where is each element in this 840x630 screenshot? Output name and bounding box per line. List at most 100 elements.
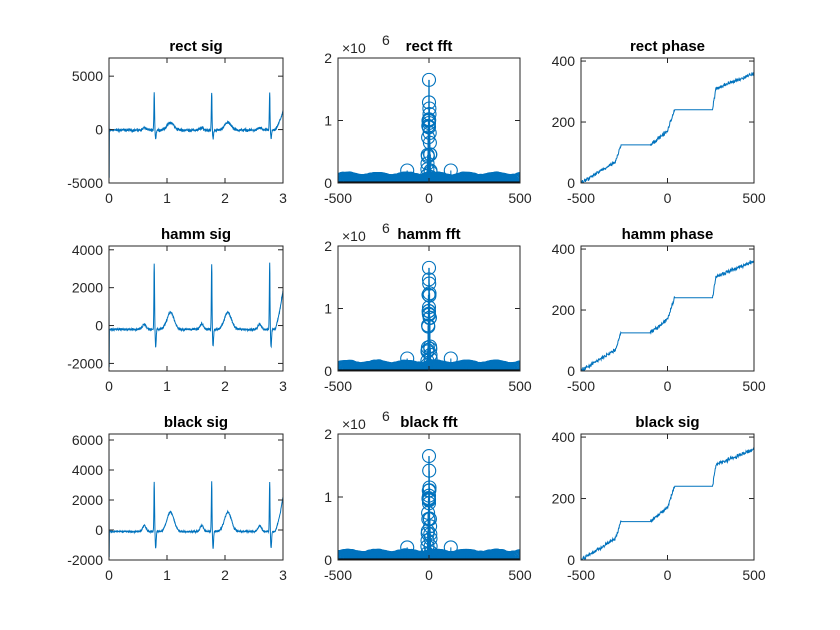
rect-phase-ytick-label: 400 xyxy=(552,53,576,69)
hamm-sig-xtick-label: 3 xyxy=(279,378,287,394)
rect-fft-stem-marker xyxy=(424,173,439,183)
rect-sig-title: rect sig xyxy=(169,38,222,55)
black-phase-plot-area xyxy=(581,447,754,560)
black-phase-xtick-label: 500 xyxy=(742,567,766,583)
black-sig-xtick-label: 2 xyxy=(221,567,229,583)
hamm-fft-xtick-label: 0 xyxy=(425,378,433,394)
black-fft-exponent-power: 6 xyxy=(382,408,390,424)
hamm-sig-xtick-label: 2 xyxy=(221,378,229,394)
hamm-sig-ytick-label: -2000 xyxy=(67,355,103,371)
rect-phase-title: rect phase xyxy=(630,38,705,55)
hamm-fft-xtick-label: 500 xyxy=(508,378,532,394)
hamm-fft-stem-marker xyxy=(511,361,520,371)
rect-fft-stem-marker xyxy=(400,163,415,178)
rect-phase-ytick-label: 200 xyxy=(552,114,576,130)
black-sig-xtick-label: 0 xyxy=(105,567,113,583)
hamm-fft-peak-marker xyxy=(421,260,437,275)
hamm-sig-xtick-label: 1 xyxy=(163,378,171,394)
hamm-fft-stem-marker xyxy=(512,360,520,371)
black-fft-xtick-label: -500 xyxy=(324,567,352,583)
black-fft-stem-marker xyxy=(512,549,520,560)
hamm-fft-ytick-label: 2 xyxy=(324,238,332,254)
black-phase-xtick-label: -500 xyxy=(567,567,595,583)
hamm-fft-stem-marker xyxy=(421,307,437,322)
rect-fft-exponent-label: ×10 xyxy=(342,40,366,56)
black-fft-exponent-label: ×10 xyxy=(342,416,366,432)
rect-fft-ytick-label: 0 xyxy=(324,175,332,191)
hamm-fft-xtick-label: -500 xyxy=(324,378,352,394)
rect-phase-xtick-label: 500 xyxy=(742,190,766,206)
rect-sig-ytick-label: 0 xyxy=(95,122,103,138)
hamm-fft-stem-marker xyxy=(400,351,415,366)
black-phase-ytick-label: 200 xyxy=(552,491,576,507)
hamm-fft-exponent-power: 6 xyxy=(382,220,390,236)
black-fft-ytick-label: 0 xyxy=(324,552,332,568)
hamm-sig-axes-box xyxy=(108,245,284,372)
black-fft-stem-marker xyxy=(423,531,438,546)
black-sig-ytick-label: 4000 xyxy=(72,462,103,478)
rect-fft-stems xyxy=(338,72,520,183)
hamm-fft-stem-marker xyxy=(443,351,458,366)
black-fft-stem-marker xyxy=(423,519,438,534)
black-sig-ytick-label: 6000 xyxy=(72,432,103,448)
hamm-fft-plot-area xyxy=(338,260,520,371)
black-fft-stem-marker xyxy=(443,540,458,555)
black-fft-ytick-label: 1 xyxy=(324,489,332,505)
rect-sig-plot-area xyxy=(109,63,283,178)
rect-sig-xtick-label: 3 xyxy=(279,190,287,206)
rect-sig-ytick-label: -5000 xyxy=(67,175,103,191)
black-sig-axes-box xyxy=(108,433,284,561)
rect-sig-axes-frame xyxy=(108,57,284,184)
hamm-fft-stem-marker xyxy=(510,361,520,371)
rect-fft-stem-marker xyxy=(443,163,458,178)
black-sig-axes-frame xyxy=(108,433,284,561)
rect-phase-xtick-label: -500 xyxy=(567,190,595,206)
black-fft-stem-marker xyxy=(400,540,415,555)
hamm-fft-ytick-label: 1 xyxy=(324,301,332,317)
rect-fft-xtick-label: 0 xyxy=(425,190,433,206)
hamm-fft-title: hamm fft xyxy=(397,226,460,243)
rect-sig-xtick-label: 2 xyxy=(221,190,229,206)
hamm-phase-ytick-label: 0 xyxy=(567,363,575,379)
rect-sig-axes-box xyxy=(108,57,284,184)
hamm-fft-ytick-label: 0 xyxy=(324,363,332,379)
rect-phase-ytick-label: 0 xyxy=(567,175,575,191)
hamm-sig-ytick-label: 4000 xyxy=(72,242,103,258)
black-sig-ytick-label: 2000 xyxy=(72,492,103,508)
hamm-phase-axes-box xyxy=(580,245,755,372)
black-fft-plot-area xyxy=(338,448,520,560)
black-phase-ytick-label: 400 xyxy=(552,429,576,445)
rect-fft-stem-marker xyxy=(422,135,437,150)
rect-fft-stem-marker xyxy=(512,172,520,183)
hamm-fft-stem-marker xyxy=(423,351,438,366)
rect-fft-plot-area xyxy=(338,72,520,183)
black-sig-series-line xyxy=(109,439,283,558)
rect-fft-exponent-power: 6 xyxy=(382,32,390,48)
black-sig-ytick-label: 0 xyxy=(95,522,103,538)
hamm-phase-xtick-label: 0 xyxy=(664,378,672,394)
rect-phase-axes-box xyxy=(580,57,755,184)
rect-fft-ytick-label: 2 xyxy=(324,50,332,66)
rect-fft-ytick-label: 1 xyxy=(324,113,332,129)
rect-phase-series-line xyxy=(581,72,754,183)
rect-fft-xtick-label: -500 xyxy=(324,190,352,206)
black-fft-stems xyxy=(338,448,520,560)
black-fft-stem-marker xyxy=(512,549,520,560)
hamm-sig-title: hamm sig xyxy=(161,226,231,243)
black-sig-ytick-label: -2000 xyxy=(67,552,103,568)
rect-phase-xtick-label: 0 xyxy=(664,190,672,206)
black-fft-xtick-label: 500 xyxy=(508,567,532,583)
black-phase-ytick-label: 0 xyxy=(567,552,575,568)
black-sig-xtick-label: 3 xyxy=(279,567,287,583)
rect-fft-title: rect fft xyxy=(406,38,453,55)
black-fft-ytick-label: 2 xyxy=(324,426,332,442)
black-phase-series-line xyxy=(581,447,754,560)
rect-sig-xtick-label: 1 xyxy=(163,190,171,206)
black-fft-stem-marker xyxy=(424,550,439,560)
